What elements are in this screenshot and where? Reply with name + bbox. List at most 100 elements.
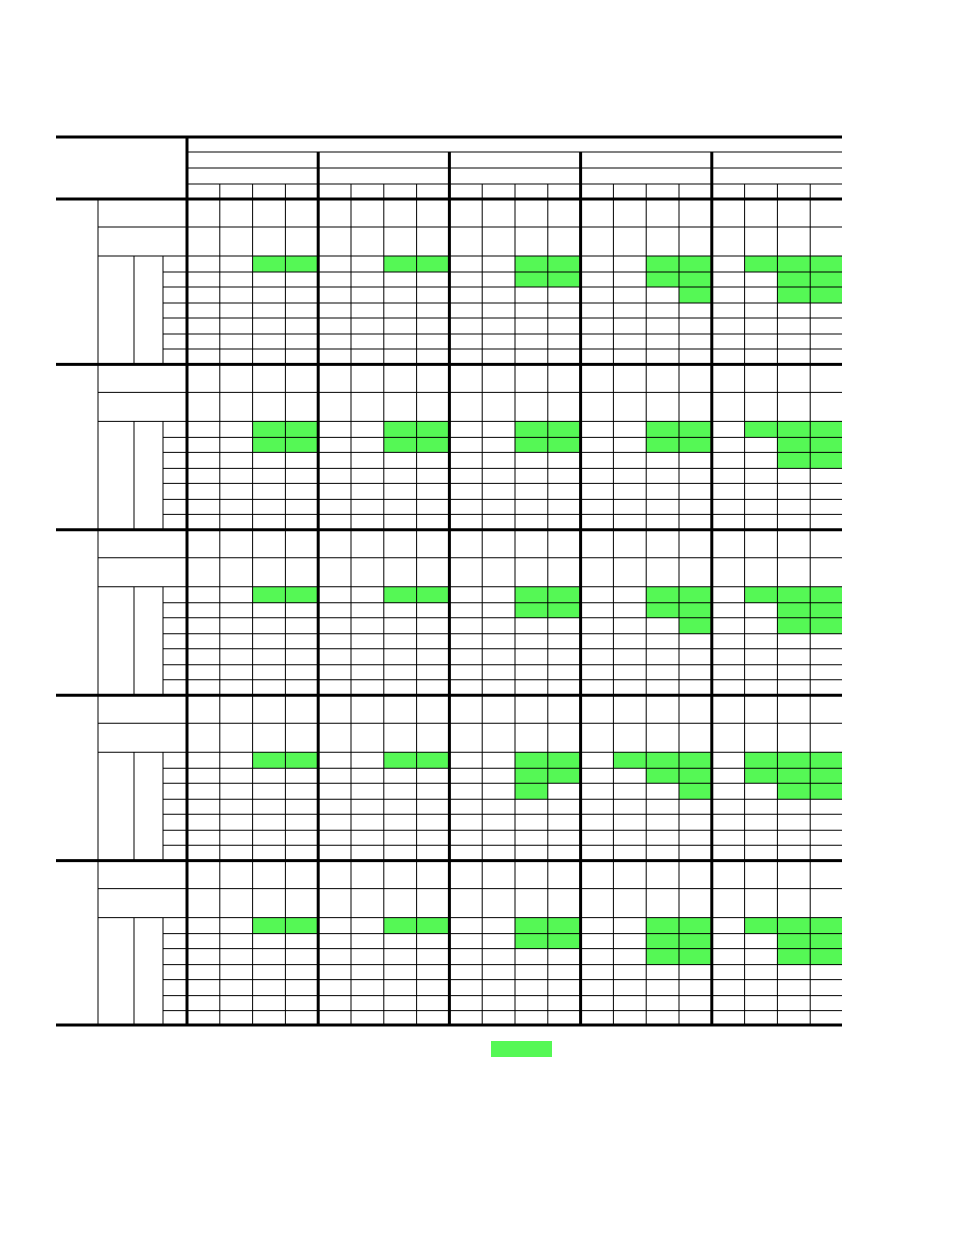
- highlight-cell: [416, 256, 450, 272]
- highlight-cell: [777, 272, 811, 287]
- highlight-cell: [744, 586, 778, 603]
- highlight-cell: [646, 272, 679, 287]
- highlight-cell: [679, 272, 712, 287]
- highlight-cell: [777, 617, 811, 634]
- highlight-cell: [515, 256, 548, 272]
- highlight-cell: [416, 752, 450, 769]
- highlight-cell: [679, 421, 712, 438]
- highlight-cell: [547, 917, 581, 934]
- highlight-cell: [810, 272, 842, 287]
- highlight-cell: [679, 948, 712, 965]
- highlight-cell: [810, 287, 842, 303]
- highlight-cell: [810, 933, 842, 949]
- legend-highlight-swatch: [491, 1041, 552, 1057]
- highlight-cell: [810, 617, 842, 634]
- highlight-cell: [285, 752, 319, 769]
- highlight-cell: [810, 437, 842, 453]
- highlight-cell: [777, 783, 811, 800]
- highlight-cell: [810, 256, 842, 272]
- highlight-cell: [810, 752, 842, 769]
- highlight-cell: [285, 917, 319, 934]
- highlight-cell: [679, 617, 712, 634]
- highlight-cell: [252, 256, 286, 272]
- highlight-cell: [285, 437, 319, 453]
- highlight-cell: [810, 783, 842, 800]
- highlight-cell: [515, 437, 548, 453]
- highlight-cell: [547, 768, 581, 784]
- highlight-cell: [515, 752, 548, 769]
- highlight-cell: [744, 421, 778, 438]
- highlight-cell: [285, 256, 319, 272]
- highlight-cell: [744, 752, 778, 769]
- highlight-cell: [547, 421, 581, 438]
- highlight-cell: [547, 437, 581, 453]
- highlight-cell: [777, 948, 811, 965]
- highlight-cell: [547, 256, 581, 272]
- highlight-cell: [383, 437, 417, 453]
- highlight-cell: [416, 421, 450, 438]
- highlight-cell: [810, 948, 842, 965]
- highlight-cell: [252, 586, 286, 603]
- highlight-cell: [646, 421, 679, 438]
- highlight-cell: [252, 437, 286, 453]
- highlight-cell: [547, 602, 581, 618]
- highlight-cell: [416, 437, 450, 453]
- highlight-cell: [515, 586, 548, 603]
- highlight-cell: [646, 933, 679, 949]
- highlight-cell: [810, 768, 842, 784]
- highlight-cell: [383, 752, 417, 769]
- highlight-cell: [646, 917, 679, 934]
- highlight-cell: [285, 421, 319, 438]
- highlight-cell: [646, 602, 679, 618]
- highlight-cell: [646, 948, 679, 965]
- highlight-cell: [679, 602, 712, 618]
- highlight-cell: [679, 437, 712, 453]
- highlight-cell: [679, 287, 712, 303]
- highlight-cells: [252, 256, 842, 965]
- highlight-cell: [777, 602, 811, 618]
- highlight-cell: [547, 752, 581, 769]
- highlight-cell: [679, 256, 712, 272]
- highlight-cell: [679, 768, 712, 784]
- highlight-cell: [646, 256, 679, 272]
- highlight-cell: [646, 437, 679, 453]
- highlight-cell: [777, 256, 811, 272]
- highlight-cell: [515, 272, 548, 287]
- highlight-cell: [547, 586, 581, 603]
- highlight-cell: [252, 917, 286, 934]
- highlight-cell: [547, 272, 581, 287]
- highlight-cell: [744, 256, 778, 272]
- highlight-cell: [679, 586, 712, 603]
- highlight-cell: [416, 917, 450, 934]
- highlight-cell: [515, 602, 548, 618]
- highlight-cell: [744, 768, 778, 784]
- highlight-cell: [777, 768, 811, 784]
- highlight-cell: [777, 421, 811, 438]
- highlight-cell: [515, 768, 548, 784]
- highlight-cell: [679, 917, 712, 934]
- highlight-cell: [515, 421, 548, 438]
- highlight-cell: [777, 287, 811, 303]
- highlight-cell: [416, 586, 450, 603]
- highlight-cell: [515, 783, 548, 800]
- highlight-cell: [679, 933, 712, 949]
- highlight-cell: [777, 752, 811, 769]
- highlight-cell: [646, 752, 679, 769]
- highlight-cell: [383, 917, 417, 934]
- highlight-cell: [777, 917, 811, 934]
- highlight-cell: [777, 437, 811, 453]
- highlight-cell: [810, 452, 842, 469]
- highlight-cell: [547, 933, 581, 949]
- highlight-cell: [810, 586, 842, 603]
- highlight-cell: [777, 586, 811, 603]
- highlight-cell: [777, 933, 811, 949]
- highlight-cell: [744, 917, 778, 934]
- highlight-cell: [646, 768, 679, 784]
- highlight-cell: [679, 752, 712, 769]
- highlight-cell: [383, 586, 417, 603]
- highlight-cell: [383, 256, 417, 272]
- highlight-cell: [252, 421, 286, 438]
- highlight-cell: [515, 933, 548, 949]
- highlight-cell: [777, 452, 811, 469]
